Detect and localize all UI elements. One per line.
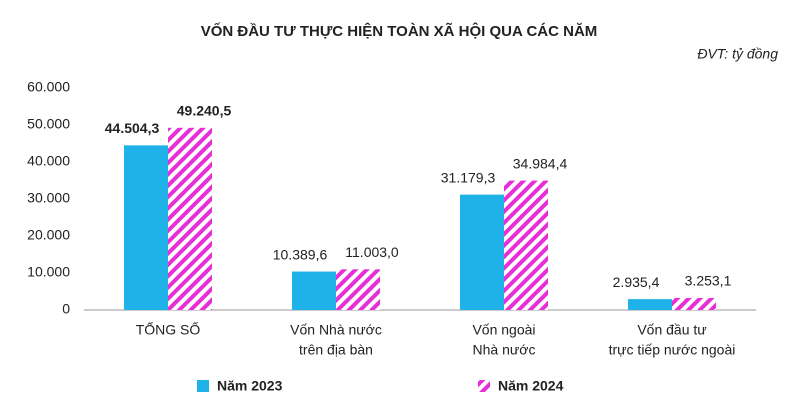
legend-label: Năm 2023 [217, 378, 283, 394]
bar [336, 269, 380, 310]
bar [672, 297, 716, 310]
y-tick-label: 10.000 [27, 264, 70, 280]
bar [168, 127, 212, 310]
value-label: 44.504,3 [105, 120, 160, 136]
x-tick-label: trên địa bàn [299, 342, 373, 358]
y-tick-label: 30.000 [27, 190, 70, 206]
x-tick-label: TỔNG SỐ [136, 321, 201, 338]
value-label: 31.179,3 [441, 169, 496, 185]
bar [504, 180, 548, 310]
value-label: 49.240,5 [177, 103, 232, 119]
value-label: 11.003,0 [345, 244, 399, 260]
chart-title: VỐN ĐẦU TƯ THỰC HIỆN TOÀN XÃ HỘI QUA CÁC… [201, 22, 598, 40]
y-tick-label: 60.000 [27, 79, 70, 95]
bar [292, 271, 336, 310]
x-tick-label: Vốn ngoài [472, 322, 535, 338]
value-label: 10.389,6 [273, 246, 328, 262]
x-tick-label: trực tiếp nước ngoài [609, 342, 736, 358]
legend-label: Năm 2024 [498, 378, 564, 394]
unit-note: ĐVT: tỷ đồng [697, 46, 778, 62]
legend-swatch [197, 380, 209, 392]
value-label: 34.984,4 [513, 155, 568, 171]
x-tick-label: Nhà nước [473, 342, 536, 358]
y-tick-label: 40.000 [27, 153, 70, 169]
bar [628, 299, 672, 310]
x-tick-label: Vốn Nhà nước [290, 322, 382, 338]
value-label: 3.253,1 [685, 273, 732, 289]
bar [460, 194, 504, 310]
x-tick-label: Vốn đầu tư [637, 322, 706, 338]
bar [124, 145, 168, 310]
y-tick-label: 50.000 [27, 116, 70, 132]
y-tick-label: 0 [62, 301, 70, 317]
y-tick-label: 20.000 [27, 227, 70, 243]
value-label: 2.935,4 [613, 274, 660, 290]
legend-swatch [478, 380, 490, 392]
